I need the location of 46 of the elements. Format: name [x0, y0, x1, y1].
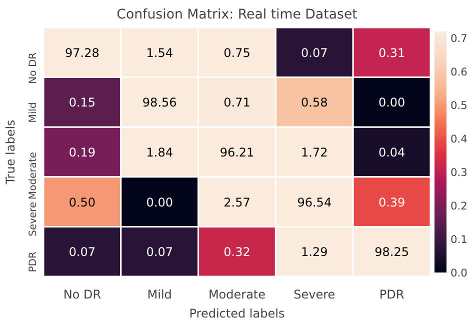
- data-label: 0.75: [224, 46, 250, 60]
- data-label: 0.32: [224, 245, 250, 260]
- data-label: 96.54: [297, 195, 332, 210]
- data-label: 0.39: [378, 195, 406, 210]
- chart-title: Confusion Matrix: Real time Dataset: [116, 8, 358, 22]
- y-tick-label: Mild: [28, 102, 39, 123]
- data-label: 1.29: [301, 245, 328, 260]
- color-bar-label: 0.2: [450, 200, 468, 213]
- y-tick-label: PDR: [28, 252, 39, 272]
- y-tick-label: Moderate: [28, 152, 39, 200]
- color-bar-label: 0.4: [450, 132, 468, 146]
- data-label: 98.25: [374, 245, 409, 260]
- data-label: 96.21: [220, 146, 254, 160]
- color-bar-label: 0.0: [450, 266, 468, 280]
- x-tick-label: Moderate: [208, 288, 266, 302]
- y-axis-title: True labels: [4, 120, 18, 186]
- x-axis-title: Predicted labels: [189, 306, 285, 320]
- data-label: 0.50: [68, 195, 96, 210]
- y-tick-label: Severe: [28, 202, 39, 236]
- data-label: 0.15: [68, 96, 96, 110]
- data-label: 0.58: [301, 96, 328, 110]
- data-label: 0.00: [146, 195, 173, 210]
- data-label: 0.07: [301, 46, 328, 60]
- data-label: 1.72: [301, 146, 328, 160]
- data-label: 0.31: [378, 46, 406, 60]
- data-label: 2.57: [224, 195, 250, 210]
- data-label: 1.54: [146, 46, 173, 60]
- data-label: 0.19: [68, 146, 96, 160]
- data-label: 0.07: [146, 245, 173, 260]
- data-label: 0.04: [378, 146, 406, 160]
- data-label: 0.00: [378, 96, 406, 110]
- color-bar-label: 0.7: [450, 32, 468, 46]
- x-tick-label: Severe: [294, 288, 336, 302]
- data-label: 0.71: [224, 96, 250, 110]
- x-tick-label: No DR: [63, 288, 102, 302]
- data-label: 1.84: [146, 146, 173, 160]
- y-tick-label: No DR: [28, 52, 39, 84]
- x-tick-label: Mild: [147, 288, 172, 302]
- data-label: 97.28: [65, 46, 100, 60]
- data-label: 98.56: [142, 96, 177, 110]
- color-bar-label: 0.5: [450, 99, 468, 112]
- color-bar-label: 0.1: [450, 233, 468, 246]
- color-bar-label: 0.3: [450, 166, 468, 180]
- data-label: 0.07: [68, 245, 96, 260]
- color-bar-label: 0.6: [450, 66, 468, 79]
- x-tick-label: PDR: [379, 288, 404, 302]
